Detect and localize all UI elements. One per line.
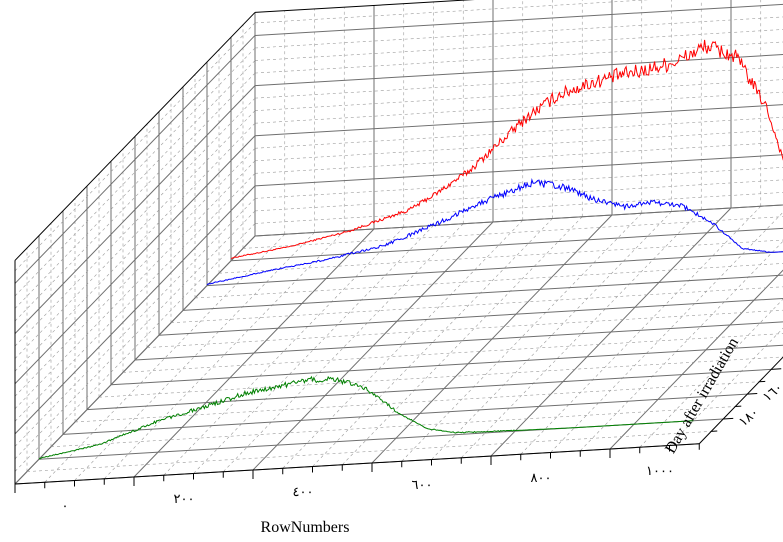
day-tick-label: ١٦٠ xyxy=(760,380,783,405)
day-axis-line xyxy=(698,356,783,445)
x-tick-label: ٦٠٠ xyxy=(412,478,433,493)
floor-gridline xyxy=(86,368,772,411)
side-wall-gridline xyxy=(14,35,256,284)
back-wall-gridline xyxy=(254,154,783,187)
x-tick-label: ٨٠٠ xyxy=(531,471,552,486)
floor-gridline xyxy=(218,239,783,274)
back-wall-gridline xyxy=(254,0,650,24)
floor-gridline xyxy=(206,251,783,287)
back-wall-gridline xyxy=(254,66,783,99)
back-wall-gridline xyxy=(254,41,783,74)
series-line-day-180 xyxy=(38,375,694,460)
x-tick-label: ٤٠٠ xyxy=(293,485,314,500)
x-tick-label: ١٠٠٠ xyxy=(646,464,674,479)
back-wall-gridline xyxy=(254,204,783,237)
frame-edge xyxy=(14,12,256,261)
floor-gridline xyxy=(170,286,783,324)
floor-gridline xyxy=(26,431,712,472)
floor-gridline xyxy=(182,274,783,311)
series-layer xyxy=(38,39,783,460)
floor-gridline xyxy=(134,321,783,361)
floor-gridline xyxy=(242,216,783,249)
day-tick-mark xyxy=(771,368,782,370)
floor-gridline xyxy=(122,333,783,373)
back-wall-gridline xyxy=(254,167,783,199)
back-wall-gridline xyxy=(254,192,783,224)
frame-edge xyxy=(254,0,475,13)
side-wall-gridline xyxy=(14,135,256,385)
floor-gridline xyxy=(194,263,783,299)
back-wall-gridline xyxy=(254,116,783,149)
floor-gridline xyxy=(98,356,783,398)
back-wall-gridline xyxy=(254,29,783,61)
x-axis-line xyxy=(14,443,700,485)
grid-layer xyxy=(14,0,783,485)
back-wall-gridline xyxy=(254,79,783,111)
back-wall-gridline xyxy=(254,129,783,162)
floor-gridline xyxy=(62,393,748,435)
floor-gridline xyxy=(230,227,783,262)
floor-gridline xyxy=(110,344,783,386)
day-tick-label: ١٨٠ xyxy=(736,405,762,430)
day-tick-mark xyxy=(723,417,734,420)
floor-gridline xyxy=(74,381,760,423)
back-wall-gridline xyxy=(254,91,783,124)
back-wall-gridline xyxy=(254,141,783,174)
back-wall-gridline xyxy=(254,104,783,137)
day-tick-mark xyxy=(747,393,758,395)
side-wall-gridline xyxy=(14,85,256,334)
series-line-day-20 xyxy=(230,39,783,260)
back-wall-gridline xyxy=(254,54,783,87)
back-wall-gridline xyxy=(254,179,783,212)
side-wall-gridline xyxy=(14,185,256,435)
x-axis-title: RowNumbers xyxy=(261,519,350,536)
floor-gridline xyxy=(254,204,783,237)
back-wall-gridline xyxy=(254,16,783,49)
floor-gridline xyxy=(146,309,783,348)
floor-gridline xyxy=(158,297,783,336)
back-wall-gridline xyxy=(254,3,783,36)
x-tick-label: ٢٠٠ xyxy=(174,492,195,507)
series-line-day-40 xyxy=(206,177,783,286)
x-tick-label: ٠ xyxy=(62,499,69,514)
axis-layer xyxy=(14,0,783,493)
floor-gridline xyxy=(50,406,736,448)
